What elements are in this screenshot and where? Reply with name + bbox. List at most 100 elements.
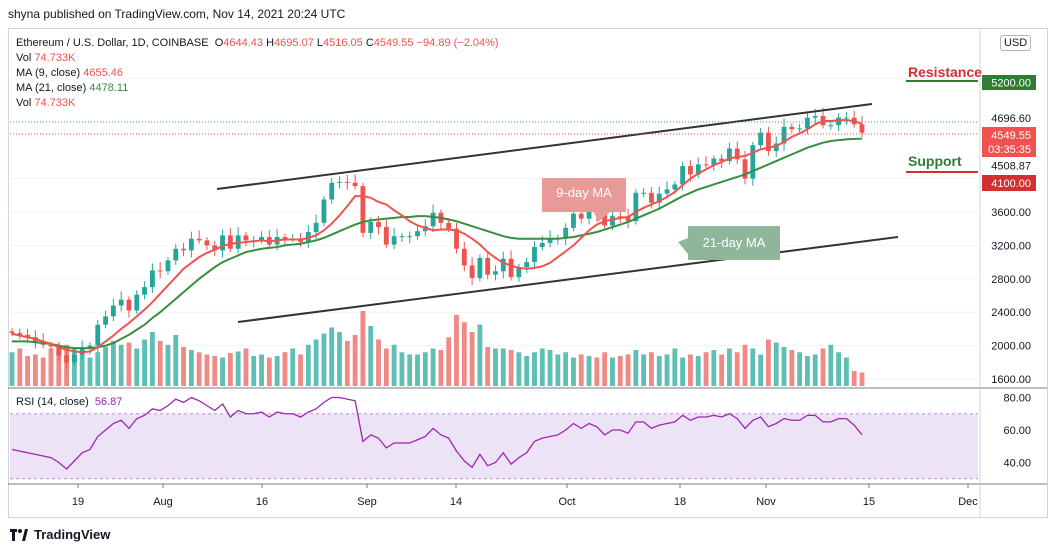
candle-body [157,270,163,272]
time-tick-label: 18 [674,496,686,508]
candle-body [524,262,530,268]
volume-bar [360,311,366,386]
volume-bar [836,352,842,386]
volume-bar [173,335,179,386]
candle-body [485,257,491,275]
candle-body [812,115,818,118]
candle-body [695,164,701,175]
volume-bar [485,347,491,386]
volume-bar [680,357,686,386]
volume-bar [820,348,826,386]
volume-bar [446,337,452,386]
time-tick-label: 15 [863,496,875,508]
volume-bar [329,327,335,386]
volume-bar [695,356,701,386]
candle-body [727,148,732,162]
rsi-tick-label: 80.00 [1003,393,1031,405]
candle-body [282,237,288,239]
open-value: 4644.43 [223,37,264,49]
candle-body [703,164,709,166]
candle-body [25,334,31,338]
volume-value: 74.733K [34,52,76,64]
price-tick-label: 1600.00 [991,374,1031,386]
volume-bar [430,348,436,386]
volume-bar [828,344,834,386]
volume-bar [641,354,647,386]
volume-bar [438,350,444,386]
candle-body [773,143,779,152]
ma21-value: 4478.11 [89,82,129,94]
volume-bar [142,339,147,386]
ma21-callout-box [678,226,780,260]
candle-body [399,236,405,238]
high-value: 4695.07 [274,37,314,49]
volume-bar [547,350,553,386]
rsi-label: RSI (14, close) [16,396,89,408]
volume-bar [508,350,514,386]
volume-bar [48,348,54,386]
candle-body [17,333,23,335]
candle-body [781,126,787,144]
badge-close-bg [982,127,1036,157]
candle-body [493,271,498,275]
candle-body [758,132,764,146]
volume-bar [399,352,405,386]
open-label: O [214,37,224,49]
candle-body [766,132,771,152]
volume-bar [103,347,108,386]
candle-body [204,240,210,246]
candle-body [313,222,319,233]
candle-body [843,117,849,119]
volume-bar [298,354,303,386]
volume-bar [79,354,85,386]
volume-bar [134,348,140,386]
volume-bar [563,352,569,386]
candle-body [547,238,553,243]
candle-body [454,228,459,249]
volume-bar [766,339,771,386]
candle-body [610,216,615,226]
volume-row: Vol 74.733K [16,51,499,66]
volume-bar [469,332,475,386]
volume-bar [321,333,327,386]
volume-bar [344,341,350,386]
price-tick-label: 3600.00 [991,207,1031,219]
volume-bar [454,314,459,386]
price-tick-label: 2800.00 [991,274,1031,286]
volume-bar [290,348,296,386]
time-tick-label: Nov [756,496,776,508]
candle-body [571,213,576,228]
volume-bar [625,354,631,386]
volume-bar [227,353,233,386]
volume-bar [797,352,803,386]
volume-bar [32,354,38,386]
price-tick-label: 3200.00 [991,240,1031,252]
badge-high-bg [982,110,1036,126]
symbol-row: Ethereum / U.S. Dollar, 1D, COINBASE O46… [16,36,499,51]
volume-bar [220,357,225,386]
candle-body [134,294,140,311]
candle-body [789,126,795,130]
candle-body [711,158,717,166]
badge-5200: 5200.00 [991,78,1031,90]
currency-button[interactable]: USD [1000,35,1032,51]
volume-bar [352,335,358,386]
rsi-tick-label: 60.00 [1003,425,1031,437]
ma21-row: MA (21, close) 4478.11 [16,81,499,96]
candle-body [196,238,202,241]
candle-body [625,217,631,222]
candle-body [664,189,670,194]
volume-bar [196,352,202,386]
candle-body [103,316,108,325]
volume-bar [376,339,381,386]
ma9-value: 4655.46 [83,67,124,79]
volume-bar [274,356,280,386]
ma9-callout-text: 9-day MA [556,185,612,200]
volume-bar [804,356,810,386]
candle-body [532,247,537,263]
candle-body [383,227,389,245]
badge-4100: 4100.00 [991,178,1031,190]
volume-bar [391,344,397,386]
candle-body [181,248,186,251]
